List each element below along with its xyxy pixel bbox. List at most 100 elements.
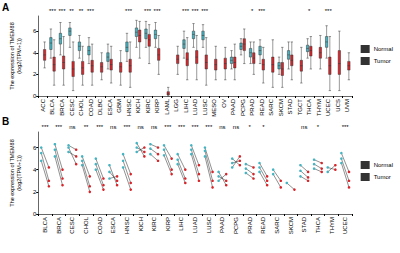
svg-text:KICH: KICH [135,99,141,113]
svg-text:UCEC: UCEC [325,98,331,116]
svg-text:(log2(TPM+1)): (log2(TPM+1)) [16,38,22,74]
svg-text:4: 4 [33,167,37,173]
svg-text:***: *** [55,124,63,130]
svg-text:*: * [308,8,311,14]
svg-text:The expression of TMEM88: The expression of TMEM88 [9,139,15,206]
svg-text:(log2(TPM+1)): (log2(TPM+1)) [16,155,22,191]
svg-text:ns: ns [301,124,307,130]
svg-text:**: ** [79,8,84,14]
svg-text:**: ** [84,124,89,130]
svg-text:0: 0 [33,211,37,217]
svg-text:ns: ns [69,124,75,130]
svg-text:GBM: GBM [116,99,122,113]
svg-text:B: B [2,116,9,127]
svg-text:*: * [262,124,265,130]
svg-text:SKCM: SKCM [288,217,294,234]
svg-text:***: *** [96,124,104,130]
svg-text:CESC: CESC [69,216,75,233]
svg-text:BLCA: BLCA [42,217,48,233]
svg-text:*: * [317,124,320,130]
svg-text:***: *** [58,8,66,14]
svg-text:ns: ns [137,124,143,130]
svg-text:BRCA: BRCA [56,217,62,234]
svg-text:PCPG: PCPG [240,99,246,116]
svg-text:PCPG: PCPG [233,217,239,234]
svg-text:LGG: LGG [173,99,179,112]
svg-text:2: 2 [33,189,37,195]
svg-text:***: *** [123,124,131,130]
svg-text:2: 2 [33,71,37,77]
svg-text:***: *** [87,8,95,14]
svg-text:UVM: UVM [344,99,350,112]
svg-text:THCA: THCA [306,99,312,115]
svg-text:4: 4 [33,50,37,56]
svg-text:BRCA: BRCA [59,99,65,116]
svg-text:KICH: KICH [138,217,144,231]
svg-text:A: A [2,2,9,13]
svg-text:LIHC: LIHC [178,216,184,230]
svg-text:*: * [251,8,254,14]
svg-text:SKCM: SKCM [278,99,284,116]
svg-text:STAD: STAD [287,98,293,114]
svg-text:***: *** [192,124,200,130]
svg-text:0: 0 [33,93,37,99]
svg-text:THCA: THCA [315,217,321,233]
svg-text:6: 6 [33,28,37,34]
svg-text:THYM: THYM [316,99,322,116]
svg-text:***: *** [201,8,209,14]
svg-text:HNSC: HNSC [124,216,130,234]
svg-text:READ: READ [259,98,265,115]
svg-text:***: *** [205,124,213,130]
svg-text:READ: READ [260,216,266,233]
svg-text:ns: ns [219,124,225,130]
svg-text:LUAD: LUAD [192,98,198,115]
svg-text:ESCA: ESCA [110,217,116,233]
svg-text:STAD: STAD [301,216,307,232]
svg-text:***: *** [325,8,333,14]
svg-text:ns: ns [151,124,157,130]
svg-text:LAML: LAML [164,98,170,114]
svg-text:ns: ns [110,124,116,130]
svg-text:SARC: SARC [268,98,274,115]
svg-text:***: *** [42,124,50,130]
svg-text:ESCA: ESCA [107,99,113,115]
svg-text:UCS: UCS [335,99,341,112]
svg-text:SARC: SARC [274,216,280,233]
svg-text:ACC: ACC [40,98,46,111]
svg-text:Normal: Normal [374,162,393,168]
svg-text:***: *** [164,124,172,130]
svg-text:LUSC: LUSC [202,98,208,115]
svg-text:ns: ns [233,124,239,130]
svg-text:KIRC: KIRC [145,98,151,113]
svg-text:COAD: COAD [88,98,94,116]
svg-text:PRAD: PRAD [247,216,253,233]
svg-text:PAAD: PAAD [219,216,225,233]
svg-text:THYM: THYM [329,217,335,234]
svg-text:LIHC: LIHC [183,98,189,112]
svg-text:PAAD: PAAD [230,98,236,115]
svg-text:***: *** [192,8,200,14]
svg-text:6: 6 [33,145,37,151]
svg-text:UCEC: UCEC [342,216,348,234]
svg-text:KIRC: KIRC [151,216,157,231]
svg-text:CESC: CESC [69,98,75,115]
svg-text:*: * [249,124,252,130]
svg-text:Normal: Normal [374,46,393,52]
svg-text:***: *** [49,8,57,14]
svg-text:DLBC: DLBC [97,98,103,115]
svg-text:**: ** [69,8,74,14]
svg-text:The expression of TMEM88: The expression of TMEM88 [9,22,15,89]
svg-text:***: *** [182,8,190,14]
svg-text:TGCT: TGCT [297,99,303,116]
svg-text:BLCA: BLCA [49,99,55,115]
svg-text:CHOL: CHOL [78,98,84,115]
svg-text:COAD: COAD [97,216,103,234]
svg-text:LUAD: LUAD [192,216,198,233]
svg-text:***: *** [178,124,186,130]
svg-text:KIRP: KIRP [165,217,171,231]
svg-text:***: *** [154,8,162,14]
svg-text:***: *** [258,8,266,14]
svg-text:MESO: MESO [211,99,217,117]
svg-text:OV: OV [221,99,227,108]
svg-text:CHOL: CHOL [83,216,89,233]
